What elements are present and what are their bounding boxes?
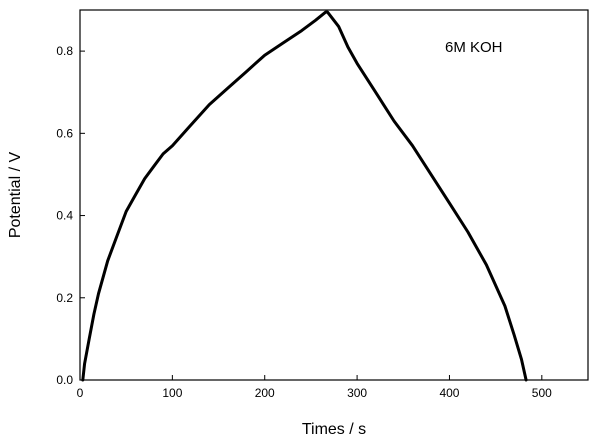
x-tick-label: 300 <box>347 386 367 400</box>
series-layer <box>81 10 528 382</box>
x-tick-label: 100 <box>162 386 182 400</box>
y-tick-label: 0.0 <box>56 373 73 387</box>
y-axis-ticks: 0.0 0.2 0.4 0.6 0.8 <box>56 44 85 387</box>
y-axis-title: Potential / V <box>7 152 24 239</box>
x-axis-ticks: 0 100 200 300 400 500 <box>77 375 552 400</box>
x-tick-label: 500 <box>532 386 552 400</box>
x-tick-label: 400 <box>439 386 459 400</box>
y-tick-label: 0.8 <box>56 44 73 58</box>
annotation-6m-koh: 6M KOH <box>445 39 503 56</box>
x-tick-label: 200 <box>255 386 275 400</box>
y-tick-label: 0.6 <box>56 126 73 140</box>
x-axis-title: Times / s <box>302 421 366 438</box>
plot-frame <box>79 9 589 381</box>
x-tick-label: 0 <box>77 386 84 400</box>
y-tick-label: 0.2 <box>56 291 73 305</box>
y-tick-label: 0.4 <box>56 209 73 223</box>
series-line-0 <box>81 10 528 382</box>
